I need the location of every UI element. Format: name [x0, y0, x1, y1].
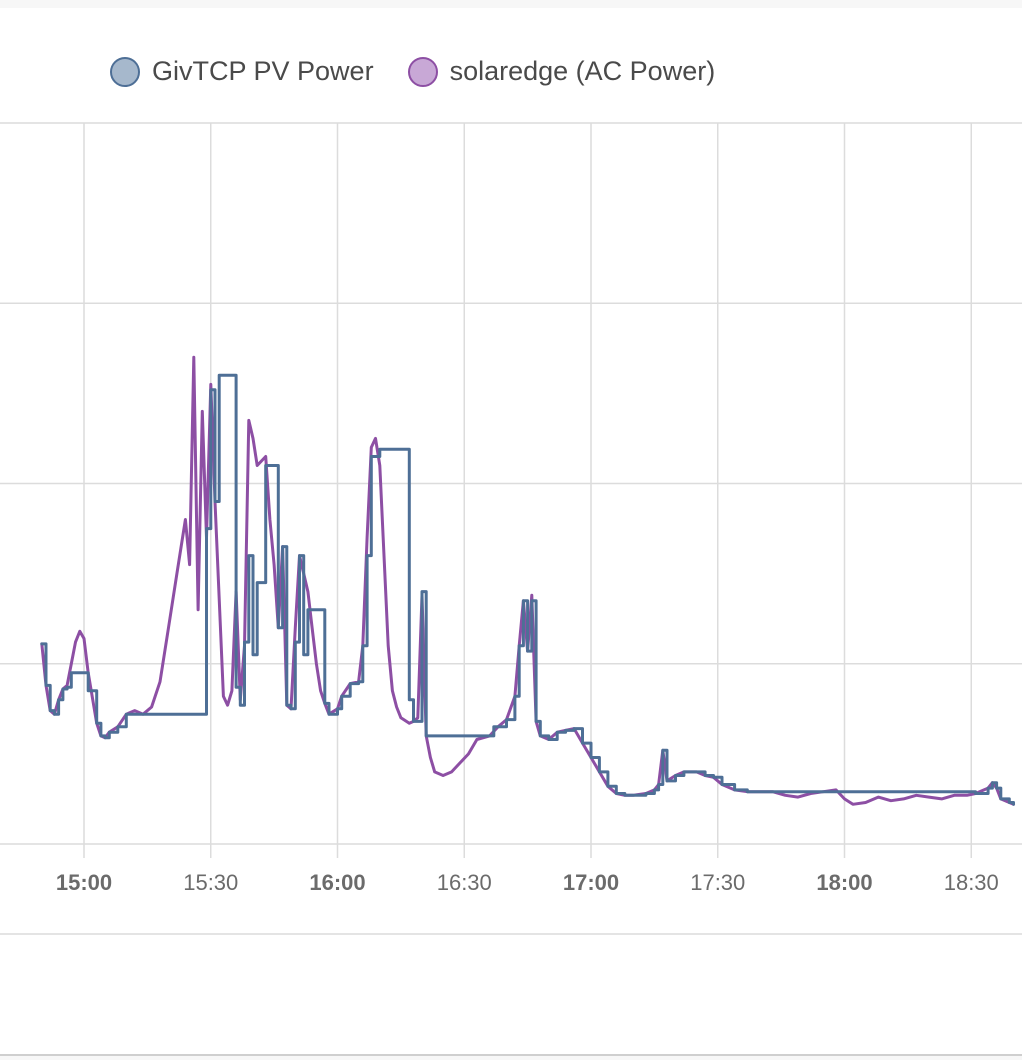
series-line-solaredge-ac-power	[40, 355, 1015, 806]
legend-swatch-givtcp	[110, 56, 140, 87]
legend-item-givtcp-pv-power[interactable]: GivTCP PV Power	[110, 56, 374, 87]
chart-legend: GivTCP PV Power solaredge (AC Power)	[110, 56, 715, 87]
chart-card	[0, 8, 1022, 1056]
x-tick-label: 17:30	[690, 870, 745, 895]
chart-grid	[0, 122, 1022, 935]
chart-series	[40, 355, 1015, 806]
x-tick-label: 15:00	[56, 870, 112, 895]
x-tick-label: 17:00	[563, 870, 619, 895]
x-tick-label: 18:30	[944, 870, 999, 895]
legend-swatch-solaredge	[407, 56, 438, 87]
x-axis-ticks: 15:00 15:30 16:00 16:30 17:00 17:30 18:00 18:30	[56, 870, 999, 895]
x-tick-label: 15:30	[183, 870, 238, 895]
x-tick-label: 18:00	[816, 870, 872, 895]
x-tick-label: 16:00	[309, 870, 365, 895]
legend-label-solaredge: solaredge (AC Power)	[449, 56, 716, 86]
legend-item-solaredge-ac-power[interactable]: solaredge (AC Power)	[407, 56, 716, 87]
series-line-givtcp-pv-power	[40, 373, 1015, 806]
legend-label-givtcp: GivTCP PV Power	[152, 56, 374, 86]
x-tick-label: 16:30	[437, 870, 492, 895]
